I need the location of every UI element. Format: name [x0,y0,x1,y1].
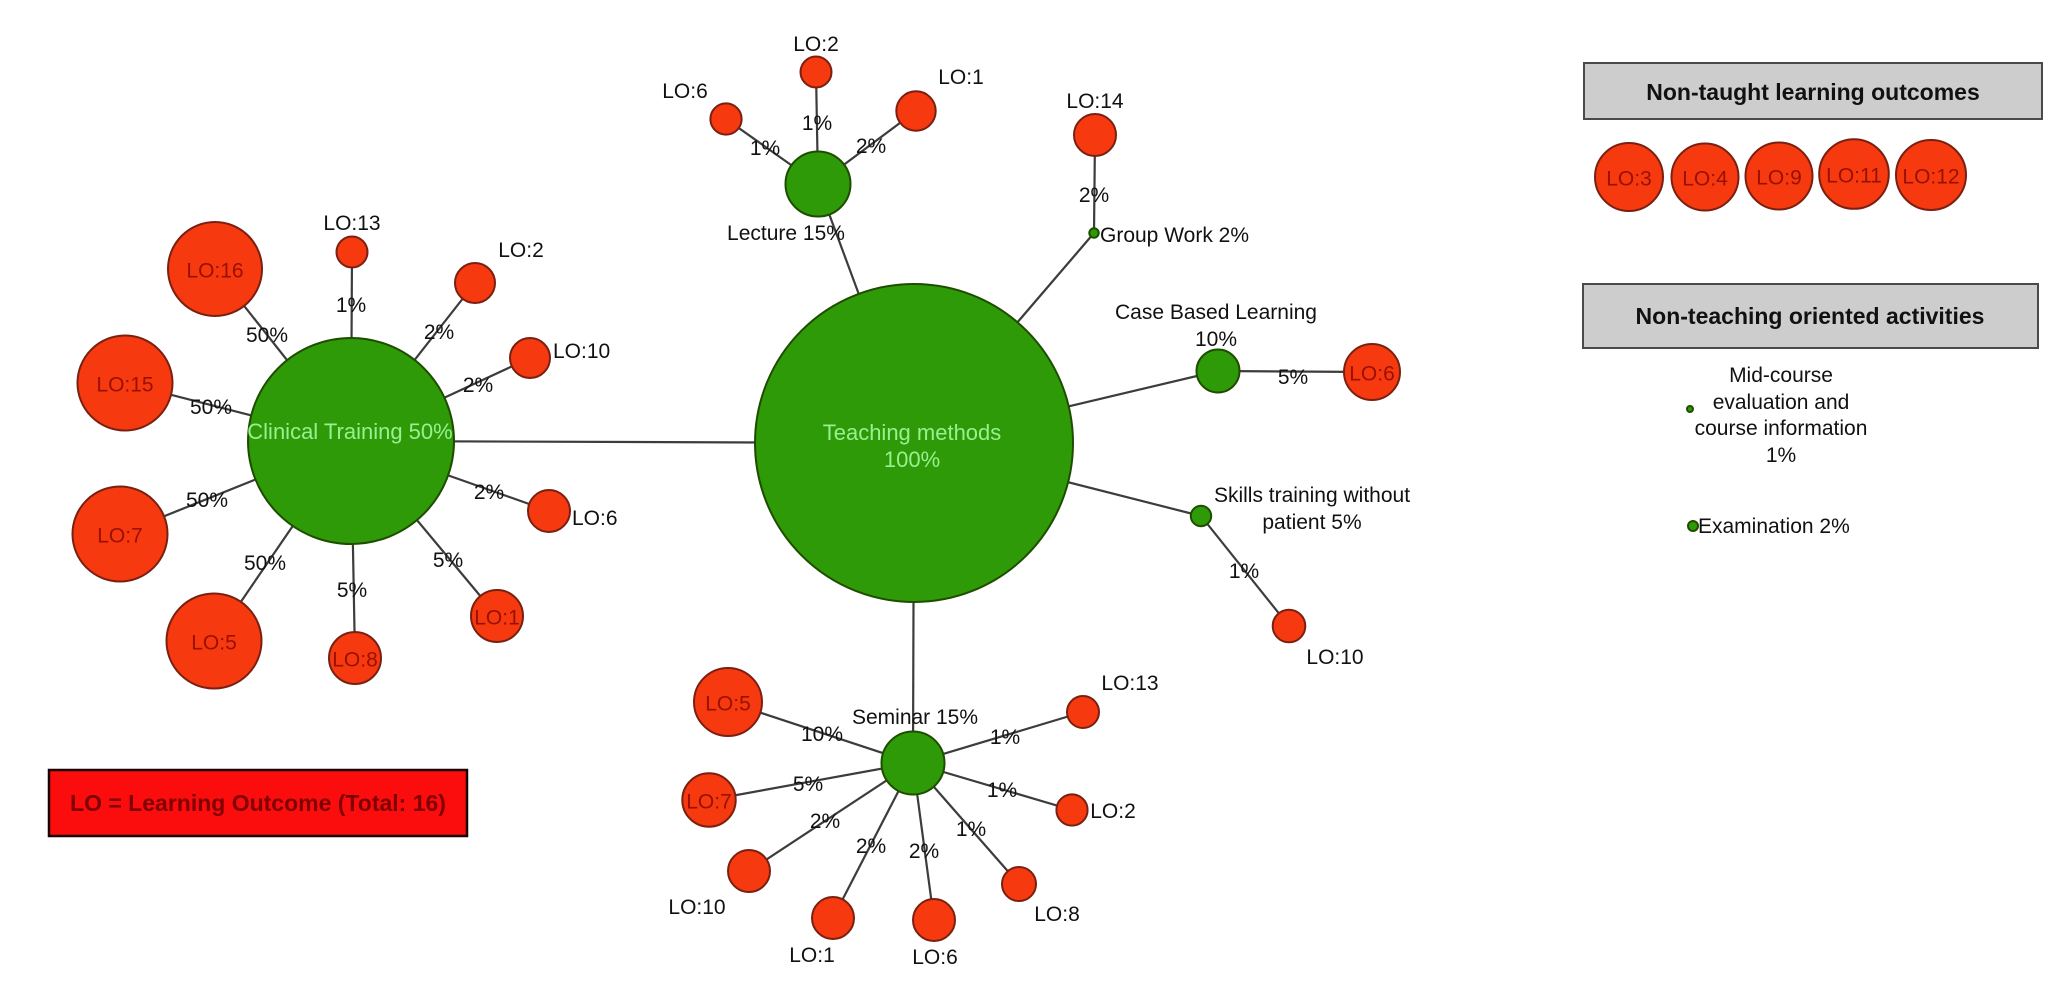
svg-text:1%: 1% [987,779,1017,802]
svg-text:LO:10: LO:10 [668,896,725,919]
svg-text:LO:3: LO:3 [1606,168,1652,191]
svg-text:LO:9: LO:9 [1756,167,1802,190]
svg-text:Seminar 15%: Seminar 15% [852,706,978,729]
svg-text:2%: 2% [474,481,504,504]
svg-text:LO = Learning Outcome (Total:: LO = Learning Outcome (Total: 16) [70,790,446,816]
svg-text:Mid-course: Mid-course [1729,364,1833,387]
svg-text:Non-teaching oriented activiti: Non-teaching oriented activities [1636,303,1985,329]
svg-text:LO:8: LO:8 [332,649,378,672]
svg-text:1%: 1% [1766,444,1796,467]
svg-text:Teaching methods: Teaching methods [823,420,1002,445]
svg-text:LO:1: LO:1 [474,607,520,630]
svg-text:LO:14: LO:14 [1066,90,1124,113]
svg-text:2%: 2% [463,374,493,397]
svg-text:evaluation and: evaluation and [1713,391,1850,414]
svg-text:LO:16: LO:16 [186,260,243,283]
svg-text:Skills training without: Skills training without [1214,484,1410,507]
svg-text:Examination 2%: Examination 2% [1698,515,1850,538]
svg-text:10%: 10% [1195,328,1237,351]
svg-text:10%: 10% [801,723,843,746]
svg-text:LO:6: LO:6 [1349,363,1395,386]
svg-text:5%: 5% [793,773,823,796]
svg-text:5%: 5% [337,579,367,602]
svg-text:1%: 1% [750,137,780,160]
svg-text:LO:7: LO:7 [97,525,143,548]
svg-text:Group Work 2%: Group Work 2% [1100,224,1249,247]
svg-text:LO:10: LO:10 [1306,646,1363,669]
svg-text:50%: 50% [190,396,232,419]
svg-text:LO:5: LO:5 [705,693,751,716]
svg-text:LO:5: LO:5 [191,632,237,655]
svg-text:1%: 1% [1229,560,1259,583]
svg-text:LO:6: LO:6 [572,507,618,530]
svg-text:Non-taught learning outcomes: Non-taught learning outcomes [1646,79,1980,105]
svg-text:LO:15: LO:15 [96,374,153,397]
svg-text:2%: 2% [1079,184,1109,207]
svg-text:LO:2: LO:2 [793,33,839,56]
svg-text:2%: 2% [856,135,886,158]
svg-text:50%: 50% [246,324,288,347]
svg-text:LO:10: LO:10 [553,340,610,363]
svg-text:LO:6: LO:6 [912,946,958,969]
svg-text:LO:8: LO:8 [1034,903,1080,926]
svg-text:5%: 5% [433,549,463,572]
svg-text:2%: 2% [810,810,840,833]
svg-text:LO:12: LO:12 [1902,166,1959,189]
svg-text:patient 5%: patient 5% [1262,511,1361,534]
svg-text:LO:2: LO:2 [498,239,544,262]
svg-text:2%: 2% [856,835,886,858]
svg-text:LO:6: LO:6 [662,80,708,103]
svg-text:100%: 100% [884,447,940,472]
svg-text:Clinical Training 50%: Clinical Training 50% [247,419,452,444]
svg-text:LO:13: LO:13 [1101,672,1158,695]
svg-text:LO:13: LO:13 [323,212,380,235]
svg-text:Lecture 15%: Lecture 15% [727,222,845,245]
svg-text:2%: 2% [424,321,454,344]
svg-text:5%: 5% [1278,366,1308,389]
svg-text:1%: 1% [336,294,366,317]
svg-text:LO:2: LO:2 [1090,800,1136,823]
svg-text:LO:7: LO:7 [686,791,732,814]
svg-text:course information: course information [1695,417,1868,440]
svg-text:LO:1: LO:1 [938,66,984,89]
svg-text:LO:4: LO:4 [1682,168,1728,191]
svg-text:1%: 1% [990,726,1020,749]
svg-text:50%: 50% [244,552,286,575]
svg-text:1%: 1% [802,112,832,135]
svg-text:2%: 2% [909,840,939,863]
svg-text:Case Based Learning: Case Based Learning [1115,301,1317,324]
svg-text:LO:1: LO:1 [789,944,835,967]
svg-text:1%: 1% [956,818,986,841]
svg-text:LO:11: LO:11 [1826,165,1882,188]
svg-text:50%: 50% [186,489,228,512]
